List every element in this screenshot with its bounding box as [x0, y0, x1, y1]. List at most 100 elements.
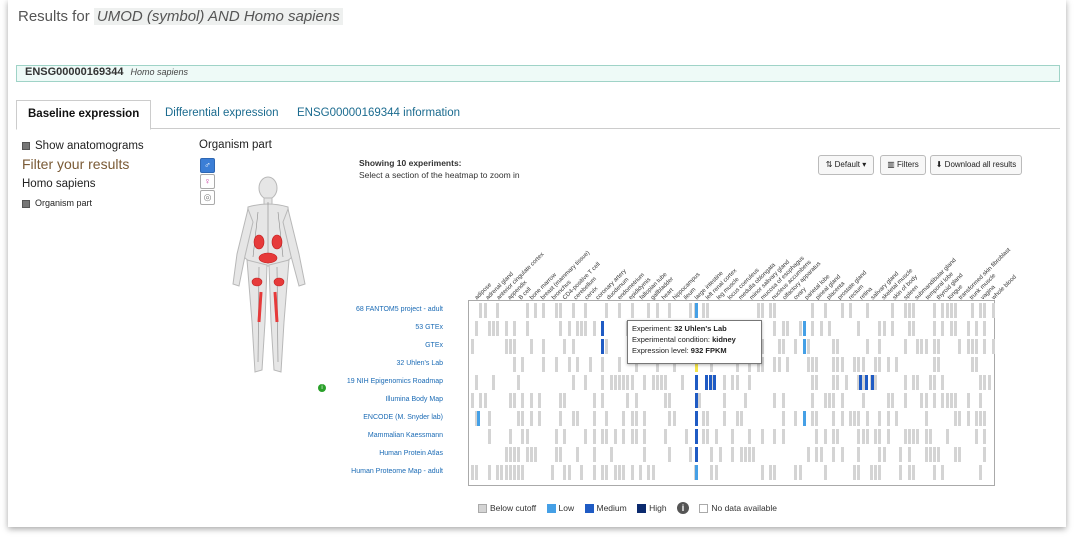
- heatmap-cell[interactable]: [706, 429, 710, 444]
- heatmap-cell[interactable]: [899, 447, 903, 462]
- heatmap-cell[interactable]: [592, 411, 596, 426]
- heatmap-cell[interactable]: [567, 321, 571, 336]
- heatmap-cell[interactable]: [945, 393, 949, 408]
- heatmap-cell[interactable]: [983, 411, 987, 426]
- heatmap-cell[interactable]: [647, 465, 651, 480]
- heatmap-cell[interactable]: [983, 321, 987, 336]
- heatmap-cell[interactable]: [769, 465, 773, 480]
- heatmap-cell[interactable]: [924, 393, 928, 408]
- heatmap-cell[interactable]: [857, 321, 861, 336]
- heatmap-row-label[interactable]: Human Protein Atlas: [379, 450, 443, 457]
- heatmap-cell[interactable]: [979, 375, 983, 390]
- heatmap-cell[interactable]: [819, 321, 823, 336]
- heatmap-cell[interactable]: [513, 357, 516, 372]
- heatmap-cell[interactable]: [748, 357, 752, 372]
- heatmap-cell[interactable]: [508, 447, 512, 462]
- heatmap-cell[interactable]: [907, 429, 911, 444]
- heatmap-cell[interactable]: [878, 465, 882, 480]
- heatmap-cell[interactable]: [811, 303, 815, 318]
- heatmap-row-label[interactable]: Mammalian Kaessmann: [367, 432, 443, 439]
- checkbox-icon[interactable]: [22, 141, 30, 150]
- heatmap-cell[interactable]: [916, 339, 920, 354]
- heatmap-cell[interactable]: [954, 303, 957, 318]
- heatmap-cell[interactable]: [958, 447, 962, 462]
- heatmap-cell[interactable]: [907, 465, 911, 480]
- heatmap-cell[interactable]: [555, 447, 558, 462]
- heatmap-cell[interactable]: [660, 375, 663, 390]
- heatmap-cell[interactable]: [920, 339, 924, 354]
- heatmap-cell[interactable]: [840, 393, 844, 408]
- heatmap-cell[interactable]: [849, 303, 852, 318]
- heatmap-cell[interactable]: [865, 411, 869, 426]
- heatmap-cell[interactable]: [576, 411, 579, 426]
- heatmap-cell[interactable]: [832, 357, 836, 372]
- heatmap-cell[interactable]: [933, 393, 936, 408]
- heatmap-cell[interactable]: [521, 411, 525, 426]
- heatmap-cell[interactable]: [857, 429, 861, 444]
- heatmap-cell[interactable]: [807, 357, 810, 372]
- heatmap-cell[interactable]: [941, 303, 945, 318]
- heatmap-cell[interactable]: [605, 303, 609, 318]
- heatmap-cell[interactable]: [563, 339, 567, 354]
- heatmap-cell[interactable]: [970, 357, 974, 372]
- heatmap-cell[interactable]: [991, 339, 995, 354]
- heatmap-cell[interactable]: [534, 303, 537, 318]
- heatmap-cell[interactable]: [970, 303, 974, 318]
- heatmap-cell[interactable]: [832, 411, 836, 426]
- heatmap-cell[interactable]: [886, 429, 890, 444]
- heatmap-cell[interactable]: [622, 411, 626, 426]
- heatmap-cell[interactable]: [517, 411, 521, 426]
- heatmap-cell[interactable]: [517, 375, 521, 390]
- heatmap-cell[interactable]: [668, 393, 672, 408]
- heatmap-cell[interactable]: [823, 429, 827, 444]
- heatmap-cell[interactable]: [513, 465, 516, 480]
- heatmap-cell[interactable]: [563, 393, 567, 408]
- heatmap-cell[interactable]: [735, 357, 739, 372]
- heatmap-cell[interactable]: [487, 411, 491, 426]
- heatmap-cell[interactable]: [773, 393, 777, 408]
- heatmap-cell[interactable]: [794, 339, 798, 354]
- heatmap-cell[interactable]: [622, 375, 626, 390]
- heatmap-cell[interactable]: [613, 465, 617, 480]
- heatmap-cell[interactable]: [878, 447, 882, 462]
- female-icon[interactable]: ♀: [200, 174, 215, 189]
- tab-differential-expression[interactable]: Differential expression: [165, 107, 279, 119]
- heatmap-cell[interactable]: [689, 303, 693, 318]
- heatmap-cell[interactable]: [592, 447, 596, 462]
- heatmap-cell[interactable]: [731, 447, 735, 462]
- heatmap-cell[interactable]: [664, 375, 668, 390]
- heatmap-cell[interactable]: [786, 357, 789, 372]
- heatmap-cell[interactable]: [739, 447, 743, 462]
- heatmap-cell[interactable]: [542, 357, 546, 372]
- heatmap-cell[interactable]: [865, 375, 868, 390]
- heatmap-cell[interactable]: [769, 303, 773, 318]
- heatmap-cell[interactable]: [605, 429, 609, 444]
- heatmap-cell[interactable]: [496, 303, 500, 318]
- heatmap-cell[interactable]: [508, 339, 512, 354]
- heatmap-cell[interactable]: [643, 429, 647, 444]
- heatmap-cell[interactable]: [777, 339, 781, 354]
- heatmap-row-label[interactable]: GTEx: [425, 342, 443, 349]
- heatmap-cell[interactable]: [811, 375, 815, 390]
- heatmap-cell-kidney[interactable]: [695, 465, 698, 480]
- heatmap-cell[interactable]: [954, 447, 957, 462]
- heatmap-cell[interactable]: [903, 429, 907, 444]
- show-anatomograms-toggle[interactable]: Show anatomograms: [22, 140, 144, 152]
- heatmap-cell[interactable]: [979, 303, 983, 318]
- heatmap-cell[interactable]: [760, 465, 764, 480]
- heatmap-cell[interactable]: [525, 303, 529, 318]
- heatmap-cell[interactable]: [601, 339, 604, 354]
- heatmap-cell[interactable]: [794, 411, 798, 426]
- heatmap-cell[interactable]: [622, 429, 626, 444]
- heatmap-cell[interactable]: [941, 321, 945, 336]
- heatmap-cell[interactable]: [613, 375, 617, 390]
- heatmap-cell[interactable]: [492, 321, 495, 336]
- heatmap-cell[interactable]: [891, 321, 894, 336]
- heatmap-cell[interactable]: [895, 411, 899, 426]
- heatmap-cell[interactable]: [601, 321, 604, 336]
- heatmap-cell[interactable]: [643, 411, 647, 426]
- heatmap-cell[interactable]: [970, 339, 974, 354]
- heatmap-cell[interactable]: [592, 429, 596, 444]
- heatmap-cell[interactable]: [601, 429, 605, 444]
- heatmap-cell[interactable]: [857, 411, 861, 426]
